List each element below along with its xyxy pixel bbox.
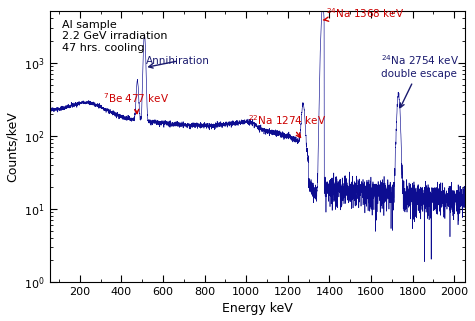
Text: $^{7}$Be 477 keV: $^{7}$Be 477 keV <box>103 91 169 114</box>
Y-axis label: Counts/keV: Counts/keV <box>6 111 19 182</box>
X-axis label: Energy keV: Energy keV <box>222 302 293 316</box>
Text: Annihiration: Annihiration <box>146 56 210 68</box>
Text: $^{22}$Na 1274 keV: $^{22}$Na 1274 keV <box>248 114 326 137</box>
Text: $^{24}$Na 2754 keV
double escape: $^{24}$Na 2754 keV double escape <box>381 53 460 108</box>
Text: $^{24}$Na 1368 keV: $^{24}$Na 1368 keV <box>323 6 404 21</box>
Text: Al sample
2.2 GeV irradiation
47 hrs. cooling: Al sample 2.2 GeV irradiation 47 hrs. co… <box>62 20 168 53</box>
